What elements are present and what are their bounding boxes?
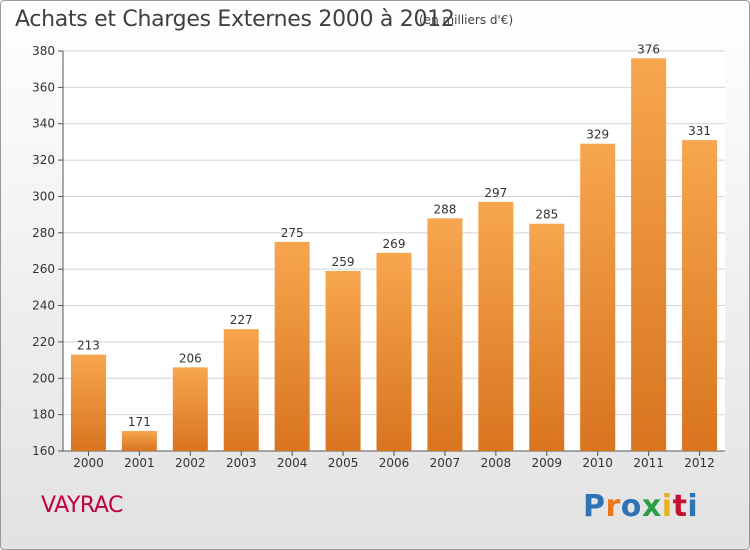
logo-letter: r (605, 489, 621, 524)
y-tick-label: 320 (32, 153, 55, 167)
logo-letter: i (687, 489, 699, 524)
logo-letter: t (672, 489, 688, 524)
y-tick-label: 260 (32, 262, 55, 276)
x-tick-label: 2008 (481, 456, 512, 470)
proxiti-logo: Proxiti (583, 489, 698, 524)
x-tick-label: 2003 (226, 456, 257, 470)
x-tick-label: 2007 (430, 456, 461, 470)
logo-letter: o (620, 489, 642, 524)
logo-letter: P (583, 489, 606, 524)
logo-letter: i (661, 489, 673, 524)
y-tick-label: 200 (32, 371, 55, 385)
y-tick-label: 240 (32, 299, 55, 313)
y-tick-label: 280 (32, 226, 55, 240)
bar-value-label: 288 (433, 202, 456, 216)
bar-value-label: 171 (128, 415, 151, 429)
y-tick-label: 220 (32, 335, 55, 349)
bar (70, 354, 106, 451)
y-tick-label: 160 (32, 444, 55, 458)
x-tick-label: 2000 (73, 456, 104, 470)
bar (172, 367, 208, 451)
x-tick-label: 2002 (175, 456, 206, 470)
bar (682, 140, 718, 451)
bar-value-label: 206 (179, 351, 202, 365)
bar (427, 218, 463, 451)
x-tick-label: 2004 (277, 456, 308, 470)
bar-value-label: 275 (281, 226, 304, 240)
x-tick-label: 2010 (582, 456, 613, 470)
bar (325, 271, 361, 451)
x-tick-label: 2012 (684, 456, 715, 470)
bar (580, 143, 616, 451)
bar (631, 58, 667, 451)
bar (223, 329, 259, 451)
bar-value-label: 285 (535, 208, 558, 222)
bar-value-label: 376 (637, 42, 660, 56)
bar-value-label: 329 (586, 128, 609, 142)
bar (529, 223, 565, 451)
bar-value-label: 213 (77, 339, 100, 353)
chart-subtitle: (en milliers d'€) (419, 13, 514, 27)
chart-title: Achats et Charges Externes 2000 à 2012 (15, 7, 455, 32)
bar (478, 201, 514, 451)
x-tick-label: 2009 (531, 456, 562, 470)
bar (121, 431, 157, 451)
x-tick-label: 2006 (379, 456, 410, 470)
bar (274, 241, 310, 451)
bar-value-label: 331 (688, 124, 711, 138)
y-tick-label: 300 (32, 189, 55, 203)
logo-letter: x (641, 489, 662, 524)
x-tick-label: 2011 (633, 456, 664, 470)
commune-name: VAYRAC (41, 493, 123, 518)
x-tick-label: 2001 (124, 456, 155, 470)
y-tick-label: 340 (32, 117, 55, 131)
x-tick-label: 2005 (328, 456, 359, 470)
y-tick-label: 360 (32, 80, 55, 94)
bar-value-label: 269 (383, 237, 406, 251)
bar-value-label: 259 (332, 255, 355, 269)
y-tick-label: 380 (32, 44, 55, 58)
bar-value-label: 297 (484, 186, 507, 200)
bar-value-label: 227 (230, 313, 253, 327)
y-tick-label: 180 (32, 408, 55, 422)
bar (376, 252, 412, 451)
